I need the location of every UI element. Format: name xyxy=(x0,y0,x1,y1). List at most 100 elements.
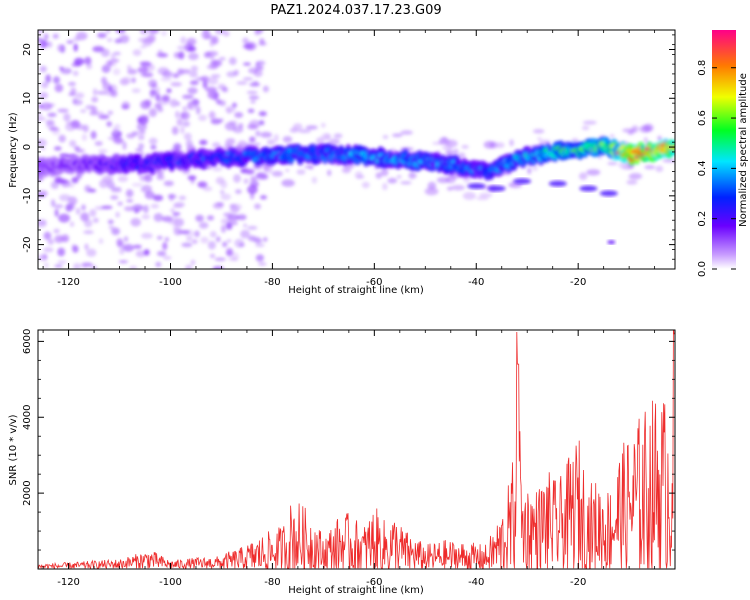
noise-speck xyxy=(483,140,496,149)
noise-speck xyxy=(234,112,244,118)
noise-speck xyxy=(110,188,122,193)
noise-speck xyxy=(73,43,78,52)
noise-speck xyxy=(250,100,256,104)
noise-speck xyxy=(228,257,239,261)
noise-speck xyxy=(586,169,601,176)
x-tick-label: -20 xyxy=(570,277,586,288)
noise-speck xyxy=(195,214,204,222)
noise-speck xyxy=(148,137,158,145)
noise-speck xyxy=(115,211,120,218)
noise-speck xyxy=(123,236,129,243)
noise-speck xyxy=(207,240,216,250)
noise-speck xyxy=(266,139,276,146)
noise-speck xyxy=(75,92,85,99)
noise-speck xyxy=(215,202,224,206)
noise-speck xyxy=(73,263,82,269)
noise-speck xyxy=(247,124,258,130)
noise-speck xyxy=(181,242,193,248)
noise-speck xyxy=(198,114,207,122)
noise-speck xyxy=(47,238,54,245)
noise-speck xyxy=(170,208,175,212)
noise-speck xyxy=(627,131,634,136)
noise-speck xyxy=(182,94,194,100)
noise-speck xyxy=(188,52,199,61)
noise-speck xyxy=(38,30,44,35)
noise-speck xyxy=(206,215,215,221)
side-blob xyxy=(467,183,486,190)
noise-speck xyxy=(92,46,105,53)
noise-speck xyxy=(451,184,466,191)
noise-speck xyxy=(156,250,167,257)
noise-speck xyxy=(110,195,119,200)
noise-speck xyxy=(235,189,242,195)
noise-speck xyxy=(126,199,134,203)
noise-speck xyxy=(157,67,170,76)
noise-speck xyxy=(537,137,542,141)
noise-speck xyxy=(228,138,236,143)
noise-speck xyxy=(408,172,417,179)
noise-speck xyxy=(101,205,113,210)
y-tick-label: -10 xyxy=(22,188,33,204)
noise-speck xyxy=(58,213,70,223)
noise-speck xyxy=(38,116,46,122)
noise-speck xyxy=(59,194,71,202)
noise-speck xyxy=(237,140,248,150)
noise-speck xyxy=(258,262,267,266)
noise-speck xyxy=(53,76,60,84)
y-tick-label: 10 xyxy=(22,92,33,105)
noise-speck xyxy=(255,254,264,262)
noise-speck xyxy=(155,261,162,268)
noise-speck xyxy=(139,116,149,125)
noise-speck xyxy=(117,201,123,206)
side-blob xyxy=(599,190,618,197)
noise-speck xyxy=(212,166,223,172)
noise-speck xyxy=(242,37,249,44)
noise-speck xyxy=(375,172,383,179)
noise-speck xyxy=(233,69,240,76)
noise-speck xyxy=(571,138,579,144)
noise-speck xyxy=(209,110,215,120)
noise-speck xyxy=(662,158,675,163)
colorbar-tick-label: 0.8 xyxy=(697,60,708,76)
noise-speck xyxy=(226,222,233,230)
noise-speck xyxy=(209,52,215,60)
noise-speck xyxy=(72,245,79,253)
noise-speck xyxy=(112,68,121,76)
noise-speck xyxy=(58,134,66,143)
noise-speck xyxy=(72,70,79,77)
noise-speck xyxy=(75,31,88,41)
noise-speck xyxy=(157,49,163,54)
noise-speck xyxy=(176,118,183,126)
noise-speck xyxy=(622,128,636,133)
noise-speck xyxy=(104,177,112,184)
noise-speck xyxy=(71,176,79,184)
noise-speck xyxy=(258,111,267,117)
noise-speck xyxy=(657,135,662,141)
noise-speck xyxy=(234,238,245,248)
noise-speck xyxy=(40,146,46,151)
noise-speck xyxy=(462,191,476,200)
colorbar-ticks: 0.0 0.2 0.4 0.6 0.8 xyxy=(697,60,736,277)
noise-speck xyxy=(214,30,225,35)
noise-speck xyxy=(461,145,469,149)
side-blob xyxy=(487,185,506,192)
colorbar-gradient xyxy=(712,30,736,269)
noise-speck xyxy=(263,237,268,242)
noise-speck xyxy=(147,30,159,34)
side-blob xyxy=(607,240,616,245)
noise-speck xyxy=(139,45,147,49)
noise-speck xyxy=(130,217,141,227)
noise-speck xyxy=(43,231,52,240)
noise-speck xyxy=(189,71,198,78)
noise-speck xyxy=(610,134,615,138)
noise-speck xyxy=(84,56,92,65)
noise-speck xyxy=(49,127,59,131)
noise-speck xyxy=(135,148,143,152)
noise-speck xyxy=(54,177,66,184)
noise-speck xyxy=(219,57,226,61)
noise-speck xyxy=(252,80,259,85)
noise-speck xyxy=(39,39,48,49)
noise-speck xyxy=(114,138,123,145)
noise-speck xyxy=(66,40,74,44)
